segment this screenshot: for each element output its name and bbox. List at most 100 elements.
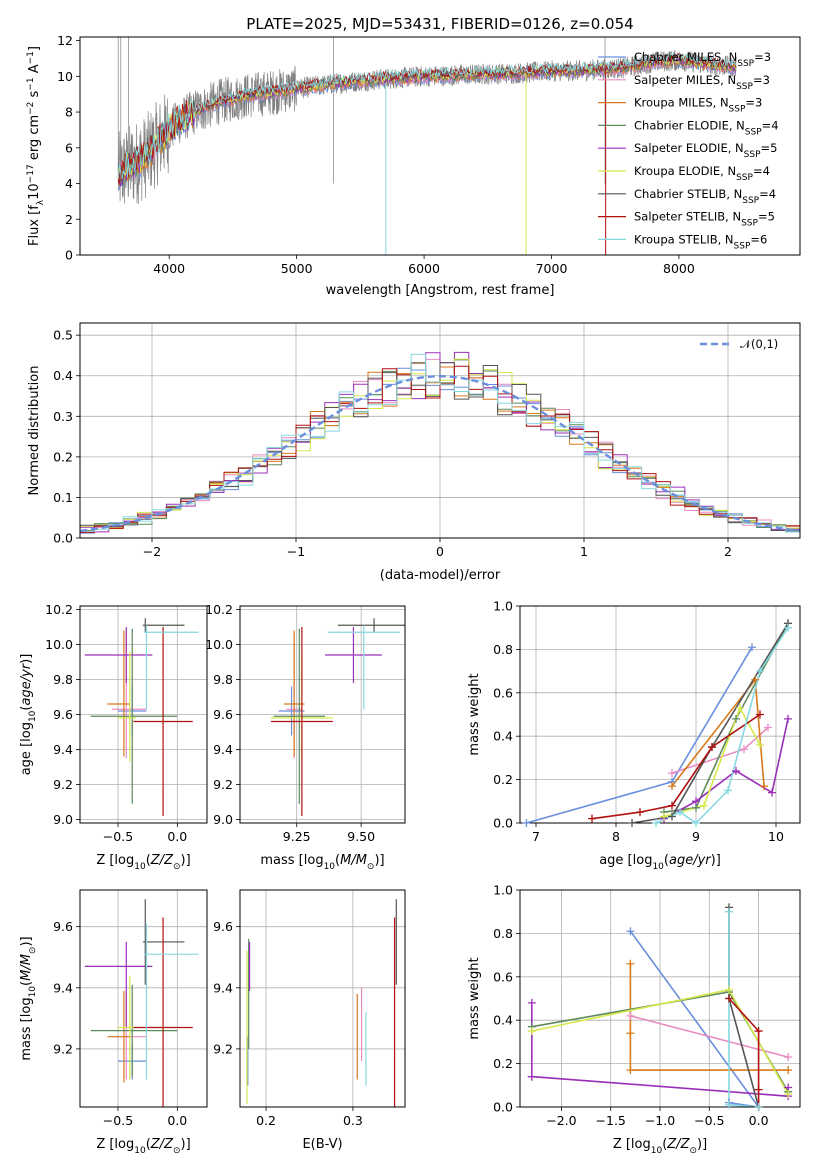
y-tick-label: 9.4 (213, 980, 233, 995)
weight-point-marker (626, 959, 635, 968)
legend-entry: Kroupa ELODIE, NSSP=4 (634, 164, 770, 183)
weight-point-marker (725, 994, 734, 1003)
weight-series-line (630, 1015, 789, 1058)
x-tick-label: −0.5 (103, 1113, 133, 1128)
y-tick-label: 9.4 (213, 742, 233, 757)
y-tick-label: 9.8 (53, 672, 73, 687)
y-axis-label: mass [log10(M/M⊙)] (19, 936, 38, 1060)
weight-point-marker (628, 819, 636, 827)
x-tick-label: 0.0 (167, 829, 187, 844)
weight-point-marker (652, 819, 660, 827)
weight-point-marker (725, 985, 734, 994)
y-tick-label: 0.0 (53, 531, 73, 546)
weight-series-line (629, 963, 789, 1071)
axes-frame (239, 605, 406, 824)
weight-series-line (728, 911, 759, 1107)
weight-point-marker (668, 769, 676, 778)
y-tick-label: 1.0 (493, 883, 513, 898)
y-tick-label: 0.2 (53, 449, 73, 464)
y-axis-label: mass weight (467, 673, 482, 755)
weight-point-marker (527, 998, 536, 1007)
panel-spectrum: 4000 5000 6000 7000 8000 0 2 4 6 8 10 12 wavelength … (26, 33, 801, 298)
y-tick-label: 0.5 (53, 328, 73, 343)
plot-area (80, 351, 800, 534)
residual-histogram (80, 353, 800, 533)
y-tick-label: 12 (57, 33, 73, 48)
y-tick-label: 0.4 (493, 1013, 513, 1028)
weight-point-marker (527, 1072, 536, 1081)
y-axis-label: Flux [fλ10−17 erg cm−2 s−1 A−1] (26, 46, 46, 246)
y-tick-label: 0.2 (493, 772, 513, 787)
y-tick-label: 9.2 (53, 777, 73, 792)
x-axis-label: (data-model)/error (380, 568, 501, 583)
weight-point-marker (724, 786, 732, 795)
x-tick-label: 0.3 (343, 1113, 363, 1128)
weight-point-marker (692, 797, 700, 806)
y-tick-label: 0.4 (53, 368, 73, 383)
weight-point-marker (527, 1027, 536, 1036)
weight-series-line (631, 622, 789, 823)
y-tick-label: 9.6 (53, 707, 73, 722)
y-tick-label: 4 (65, 176, 73, 191)
y-tick-label: 0.2 (493, 1056, 513, 1071)
x-tick-label: −1.5 (596, 1113, 626, 1128)
x-tick-label: −1 (287, 544, 305, 559)
y-tick-label: 0.0 (493, 1100, 513, 1115)
axes-frame (239, 889, 406, 1108)
weight-point-marker (522, 819, 531, 827)
y-tick-label: 9.2 (53, 1041, 73, 1056)
x-tick-label: 0.0 (749, 1113, 769, 1128)
x-tick-label: 10 (768, 829, 784, 844)
x-tick-label: 0 (436, 544, 444, 559)
y-tick-label: 0.6 (493, 685, 513, 700)
weight-point-marker (736, 703, 744, 712)
weight-series-line (526, 646, 753, 823)
panel-mass-vs-ebv: 0.2 0.3 9.2 9.4 9.6 E(B-V) (213, 889, 406, 1152)
weight-series-line (629, 930, 760, 1107)
model-spectrum (117, 52, 737, 180)
plot-area (84, 618, 199, 816)
y-tick-label: 6 (65, 140, 73, 155)
x-tick-label: 8000 (663, 261, 695, 276)
y-tick-label: 9.2 (213, 1041, 233, 1056)
weight-point-marker (756, 667, 764, 676)
weight-point-marker (626, 927, 635, 936)
legend: Chabrier MILES, NSSP=3 Salpeter MILES, NS… (598, 50, 779, 251)
weight-point-marker (725, 1100, 734, 1109)
x-tick-label: 9.50 (347, 829, 375, 844)
weight-point-marker (626, 1011, 635, 1020)
x-tick-label: 0.0 (167, 1113, 187, 1128)
y-tick-label: 0.0 (493, 816, 513, 831)
legend-entry: 𝒩(0,1) (740, 337, 778, 351)
weight-series-line (655, 627, 789, 823)
x-axis-label: mass [log10(M/M⊙)] (260, 853, 384, 872)
weight-point-marker (668, 801, 676, 810)
y-tick-label: 9.6 (213, 919, 233, 934)
panel-age-vs-mass: 9.25 9.50 9.0 9.2 9.4 9.6 9.8 10.0 10.2 mass [log… (205, 602, 406, 872)
weight-point-marker (784, 623, 792, 632)
y-tick-label: 9.8 (213, 672, 233, 687)
weight-series-line (728, 907, 760, 1107)
weight-point-marker (588, 814, 596, 823)
plot-area (270, 618, 405, 816)
residual-histogram (80, 365, 800, 533)
legend-entry: Salpeter MILES, NSSP=3 (634, 73, 770, 92)
x-tick-label: 1 (580, 544, 588, 559)
weight-point-marker (754, 1085, 763, 1094)
y-tick-label: 10.2 (205, 602, 233, 617)
weight-point-marker (784, 1066, 793, 1075)
weight-point-marker (756, 740, 764, 749)
plot-area (84, 899, 199, 1107)
x-tick-label: −2.0 (546, 1113, 576, 1128)
weight-point-marker (725, 907, 734, 916)
y-tick-label: 2 (65, 212, 73, 227)
y-tick-label: 8 (65, 105, 73, 120)
y-axis-label: mass weight (467, 957, 482, 1039)
x-axis-label: E(B-V) (302, 1137, 342, 1152)
weight-point-marker (692, 819, 700, 827)
y-axis-label: age [log10(age/yr)] (19, 654, 38, 776)
x-tick-label: −0.5 (103, 829, 133, 844)
x-tick-label: −1.0 (645, 1113, 675, 1128)
y-tick-label: 0.6 (493, 969, 513, 984)
weight-point-marker (754, 1027, 763, 1036)
